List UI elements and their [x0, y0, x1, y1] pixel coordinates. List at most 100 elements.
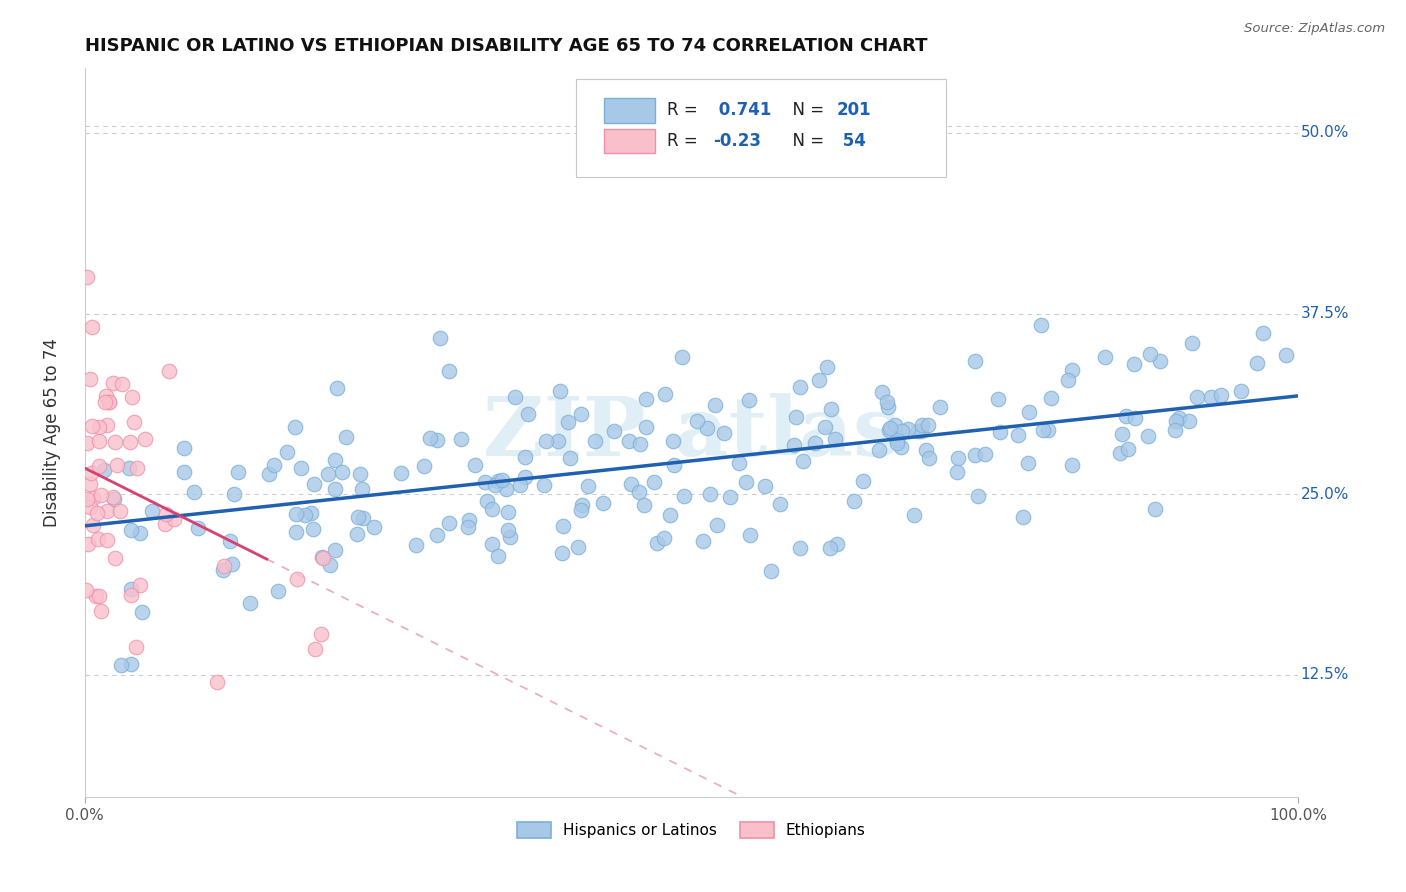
Point — [706, 517, 728, 532]
Point — [496, 524, 519, 538]
Point — [1275, 348, 1298, 362]
Point — [928, 400, 950, 414]
Text: R =: R = — [668, 102, 703, 120]
Point — [124, 640, 146, 654]
Point — [911, 417, 934, 432]
Point — [513, 470, 536, 484]
Point — [349, 467, 371, 481]
Point — [662, 458, 685, 472]
Point — [890, 424, 912, 438]
Point — [945, 465, 967, 479]
Point — [276, 445, 298, 459]
Point — [814, 420, 837, 434]
Point — [569, 407, 592, 421]
Point — [118, 460, 141, 475]
Point — [1017, 456, 1039, 470]
Point — [654, 387, 676, 401]
Point — [302, 476, 325, 491]
Point — [285, 572, 308, 586]
Point — [1246, 355, 1268, 369]
Point — [96, 533, 118, 547]
Point — [628, 437, 651, 451]
Point — [405, 538, 427, 552]
Point — [967, 489, 990, 503]
Point — [534, 434, 557, 449]
Point — [789, 380, 811, 394]
Point — [903, 508, 925, 522]
Point — [131, 605, 153, 619]
Point — [173, 441, 195, 455]
Point — [658, 508, 681, 522]
Point — [93, 395, 115, 409]
Point — [76, 492, 98, 507]
Point — [1253, 326, 1275, 340]
Point — [633, 498, 655, 512]
Point — [90, 604, 112, 618]
Point — [1123, 411, 1146, 425]
Legend: Hispanics or Latinos, Ethiopians: Hispanics or Latinos, Ethiopians — [512, 815, 872, 845]
Point — [80, 320, 103, 334]
Point — [457, 519, 479, 533]
Point — [1007, 428, 1029, 442]
Point — [1144, 501, 1167, 516]
Point — [533, 477, 555, 491]
Point — [503, 391, 526, 405]
Point — [312, 550, 335, 565]
Text: ZIP atlas: ZIP atlas — [484, 392, 900, 473]
Point — [627, 485, 650, 500]
Point — [89, 420, 111, 434]
Point — [350, 482, 373, 496]
Point — [155, 517, 177, 532]
Point — [820, 402, 842, 417]
Point — [284, 524, 307, 539]
Point — [603, 424, 626, 438]
Point — [285, 507, 308, 521]
Point — [389, 466, 412, 480]
Point — [652, 532, 675, 546]
Point — [1211, 387, 1233, 401]
Point — [205, 674, 228, 689]
Point — [96, 417, 118, 432]
Point — [1178, 414, 1201, 428]
Point — [617, 434, 640, 449]
Point — [1108, 445, 1130, 459]
Point — [118, 435, 141, 450]
Point — [323, 453, 346, 467]
Text: 50.0%: 50.0% — [1301, 126, 1348, 140]
Point — [134, 433, 156, 447]
Point — [484, 477, 506, 491]
Point — [474, 475, 496, 489]
Point — [516, 407, 538, 421]
Point — [429, 331, 451, 345]
Point — [824, 432, 846, 446]
Point — [671, 350, 693, 364]
Point — [82, 419, 104, 434]
Point — [728, 456, 751, 470]
Point — [87, 589, 110, 603]
Point — [718, 490, 741, 504]
Point — [509, 478, 531, 492]
Point — [79, 500, 101, 515]
Point — [499, 530, 522, 544]
Text: Source: ZipAtlas.com: Source: ZipAtlas.com — [1244, 22, 1385, 36]
Point — [111, 377, 134, 392]
Point — [163, 512, 186, 526]
Point — [567, 540, 589, 554]
Point — [740, 528, 762, 542]
Point — [128, 577, 150, 591]
Point — [122, 415, 145, 429]
Point — [93, 463, 115, 477]
Point — [309, 627, 332, 641]
Text: 37.5%: 37.5% — [1301, 306, 1350, 321]
Point — [90, 488, 112, 502]
Point — [842, 494, 865, 508]
Point — [576, 479, 599, 493]
Point — [76, 270, 98, 285]
Point — [988, 425, 1011, 440]
Point — [761, 564, 783, 578]
Point — [792, 454, 814, 468]
Point — [437, 364, 460, 378]
Text: N =: N = — [783, 102, 830, 120]
Point — [82, 491, 104, 505]
Point — [1164, 424, 1187, 438]
